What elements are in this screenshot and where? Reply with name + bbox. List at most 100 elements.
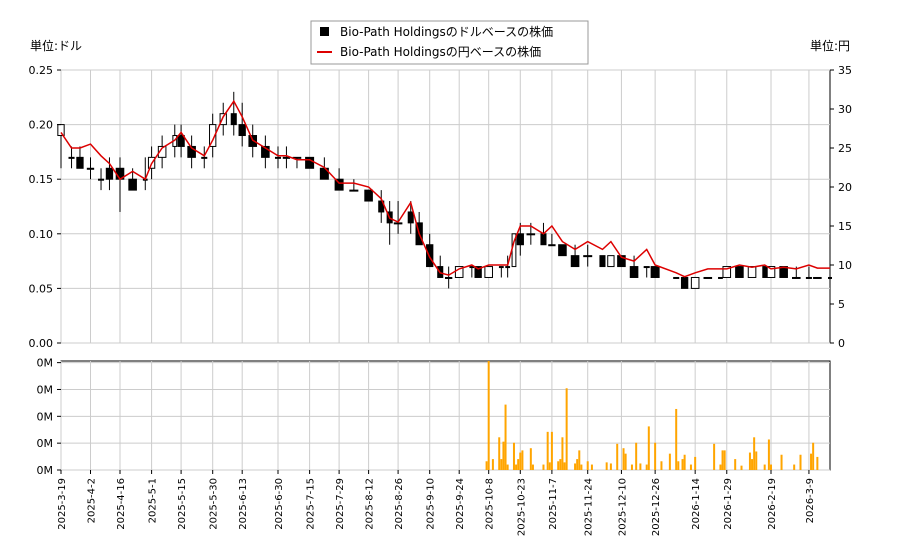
volume-bar xyxy=(763,464,766,470)
right-tick-label: 20 xyxy=(838,181,852,194)
x-tick-label: 2025-9-10 xyxy=(426,478,437,530)
x-tick-label: 2025-7-15 xyxy=(306,478,317,530)
volume-bar xyxy=(542,464,545,470)
volume-bar xyxy=(578,450,581,470)
candle-body xyxy=(735,266,744,278)
volume-bar xyxy=(810,453,813,470)
volume-bar xyxy=(563,462,566,470)
x-tick-label: 2026-1-14 xyxy=(691,478,702,530)
volume-tick-label: 0M xyxy=(37,383,54,396)
volume-bar xyxy=(550,431,553,470)
volume-bar xyxy=(546,431,549,470)
candle-body xyxy=(583,255,593,258)
candle-body xyxy=(505,266,511,269)
candle-body xyxy=(650,266,660,278)
left-tick-label: 0.20 xyxy=(29,119,54,132)
candle-body xyxy=(813,276,822,279)
candle-body xyxy=(238,124,246,137)
x-tick-label: 2026-1-29 xyxy=(723,478,734,530)
x-tick-label: 2025-11-7 xyxy=(548,478,559,530)
candle-body xyxy=(643,266,650,269)
volume-bars xyxy=(485,361,819,470)
x-tick-label: 2025-5-1 xyxy=(148,478,159,523)
candle-body xyxy=(68,156,75,159)
candle-body xyxy=(201,156,208,159)
x-tick-label: 2025-9-24 xyxy=(455,478,466,530)
volume-bar xyxy=(548,462,551,470)
volume-bar xyxy=(647,426,650,470)
x-tick-label: 2025-12-10 xyxy=(617,478,628,536)
volume-bar xyxy=(660,461,663,470)
candle-body xyxy=(219,113,227,126)
candle-body xyxy=(128,178,137,191)
volume-bar xyxy=(580,464,583,470)
x-tick-label: 2025-4-16 xyxy=(116,478,127,530)
candle-body xyxy=(570,255,580,268)
candle-body xyxy=(98,178,105,181)
candle-body xyxy=(791,276,801,279)
volume-bar xyxy=(521,450,524,470)
legend-box xyxy=(310,20,589,65)
right-axis-ticks: 0 5 10 15 20 25 30 35 xyxy=(830,64,852,350)
candle-body xyxy=(805,276,812,279)
volume-bar xyxy=(531,464,534,470)
volume-bar xyxy=(504,404,507,470)
volume-bar xyxy=(574,463,577,470)
right-tick-label: 35 xyxy=(838,64,852,77)
volume-bar xyxy=(519,452,522,470)
candle-body xyxy=(86,167,95,170)
volume-bar xyxy=(721,450,724,470)
candle-body xyxy=(762,266,768,278)
volume-bar xyxy=(751,459,754,470)
candle-body xyxy=(607,255,615,268)
x-tick-label: 2025-10-8 xyxy=(485,478,496,530)
candle-body xyxy=(558,244,567,257)
volume-bar xyxy=(675,408,678,470)
volume-bar xyxy=(799,454,802,470)
volume-bar xyxy=(748,452,751,470)
candle-body xyxy=(673,276,680,279)
volume-bar xyxy=(506,464,509,470)
left-tick-label: 0.25 xyxy=(29,64,54,77)
candle-body xyxy=(105,167,114,180)
volume-bar xyxy=(559,459,562,470)
x-tick-label: 2025-3-19 xyxy=(57,478,68,530)
x-tick-label: 2025-4-2 xyxy=(86,478,97,523)
candle-body xyxy=(722,266,732,278)
volume-bar xyxy=(622,448,625,470)
left-tick-label: 0.00 xyxy=(29,337,54,350)
candle-body xyxy=(766,266,776,278)
volume-bar xyxy=(586,461,589,470)
candle-body xyxy=(690,276,700,289)
volume-bar xyxy=(694,456,697,470)
volume-bar xyxy=(500,459,503,470)
volume-bar xyxy=(590,464,593,470)
volume-bar xyxy=(498,437,501,470)
volume-bar xyxy=(557,461,560,470)
volume-bar xyxy=(713,443,716,470)
x-tick-label: 2025-5-15 xyxy=(177,478,188,530)
volume-bar xyxy=(616,443,619,470)
candle-body xyxy=(629,266,639,278)
volume-bar xyxy=(654,442,657,470)
left-tick-label: 0.05 xyxy=(29,282,54,295)
x-tick-label: 2025-11-24 xyxy=(584,478,595,536)
volume-bar xyxy=(517,459,520,470)
volume-plot-area xyxy=(60,360,831,471)
candle-body xyxy=(274,156,282,159)
volume-bar xyxy=(770,464,773,470)
volume-bar xyxy=(816,456,819,470)
volume-bar xyxy=(683,454,686,470)
candle-body xyxy=(718,276,723,279)
candle-body xyxy=(57,124,65,137)
volume-bar xyxy=(630,464,633,470)
candle-body xyxy=(617,255,626,268)
right-tick-label: 0 xyxy=(838,337,845,350)
candle-body xyxy=(282,156,291,159)
volume-bar xyxy=(755,451,758,470)
volume-bar xyxy=(719,464,722,470)
volume-bar xyxy=(487,361,490,470)
volume-tick-label: 0M xyxy=(37,410,54,423)
volume-tick-label: 0M xyxy=(37,437,54,450)
